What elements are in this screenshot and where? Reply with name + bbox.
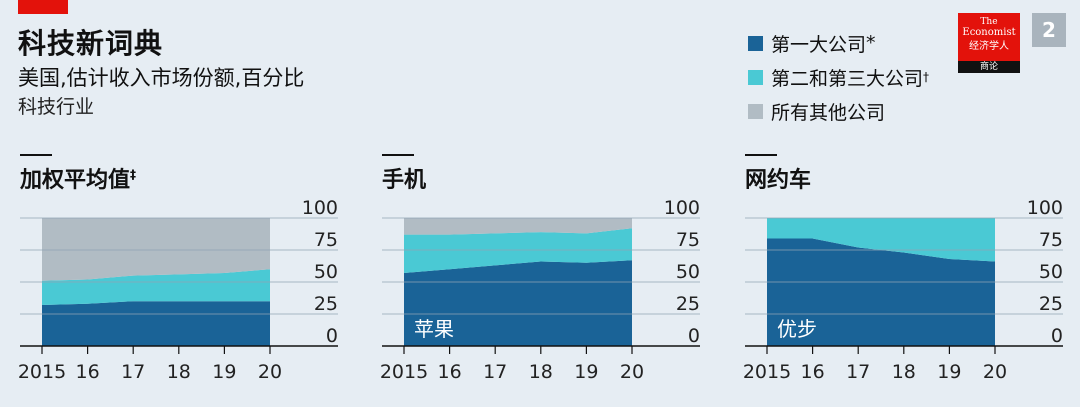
legend-item-second-third-firms: 第二和第三大公司 † xyxy=(748,60,929,94)
legend-label: 第一大公司 xyxy=(771,33,867,56)
area-second-third-firms xyxy=(404,228,632,274)
area-top-firm xyxy=(767,238,995,346)
chart-subtitle-sector: 科技行业 xyxy=(18,96,95,118)
panel-rule xyxy=(20,154,52,156)
y-tick-label: 50 xyxy=(314,261,338,283)
logo-line: 商论 xyxy=(958,61,1020,73)
panel-title-text: 手机 xyxy=(382,168,427,193)
y-tick-label: 75 xyxy=(1039,229,1063,251)
chart-weighted-average: 100 75 50 25 0 2015 16 17 18 19 20 xyxy=(18,197,338,383)
legend: 第一大公司 * 第二和第三大公司 † 所有其他公司 xyxy=(748,26,929,128)
legend-item-others: 所有其他公司 xyxy=(748,94,929,128)
x-tick-label: 2015 xyxy=(380,361,428,383)
brand-red-tab xyxy=(18,0,68,14)
economist-logo: The Economist 经济学人 商论 xyxy=(958,13,1020,73)
x-tick-label: 2015 xyxy=(18,361,66,383)
x-tick-label: 16 xyxy=(76,361,100,383)
legend-mark: † xyxy=(923,70,930,84)
x-tick-label: 20 xyxy=(258,361,282,383)
y-tick-label: 50 xyxy=(676,261,700,283)
panel-rule xyxy=(382,154,414,156)
logo-line: Economist xyxy=(962,27,1016,38)
x-tick-label: 20 xyxy=(620,361,644,383)
x-tick-label: 17 xyxy=(483,361,507,383)
panel-title-mark: ‡ xyxy=(130,167,137,182)
x-tick-label: 2015 xyxy=(743,361,791,383)
area-other-firms xyxy=(404,218,632,235)
x-tick-label: 18 xyxy=(529,361,553,383)
area-second-third-firms xyxy=(767,218,995,262)
x-tick-label: 20 xyxy=(983,361,1007,383)
logo-line: 经济学人 xyxy=(969,41,1009,52)
panel-title-text: 加权平均值 xyxy=(20,168,131,193)
chart-title: 科技新词典 xyxy=(18,27,164,60)
x-tick-label: 18 xyxy=(892,361,916,383)
y-tick-label: 75 xyxy=(676,229,700,251)
x-tick-label: 17 xyxy=(121,361,145,383)
legend-swatch xyxy=(748,69,763,85)
y-tick-label: 0 xyxy=(688,325,700,347)
panel-title: 加权平均值‡ xyxy=(20,162,136,194)
chart-smartphones: 100 75 50 25 0 2015 16 17 18 19 20 苹果 xyxy=(380,197,700,383)
x-tick-label: 19 xyxy=(574,361,598,383)
series-annotation: 优步 xyxy=(777,317,817,341)
legend-item-top-firm: 第一大公司 * xyxy=(748,26,929,60)
y-tick-label: 25 xyxy=(314,293,338,315)
legend-swatch xyxy=(748,35,763,51)
area-second-third-firms xyxy=(42,269,270,306)
area-top-firm xyxy=(42,301,270,346)
legend-swatch xyxy=(748,103,763,119)
legend-mark: * xyxy=(866,32,876,54)
x-tick-label: 16 xyxy=(438,361,462,383)
y-tick-label: 50 xyxy=(1039,261,1063,283)
panel-title: 网约车 xyxy=(745,162,811,194)
x-tick-label: 17 xyxy=(846,361,870,383)
x-tick-label: 16 xyxy=(801,361,825,383)
y-tick-label: 0 xyxy=(1051,325,1063,347)
y-tick-label: 25 xyxy=(676,293,700,315)
x-tick-label: 18 xyxy=(167,361,191,383)
chart-subtitle: 美国,估计收入市场份额,百分比 xyxy=(18,66,305,90)
y-tick-label: 75 xyxy=(314,229,338,251)
y-tick-label: 0 xyxy=(326,325,338,347)
y-tick-label: 25 xyxy=(1039,293,1063,315)
logo-line: The xyxy=(980,17,998,27)
chart-ride-hailing: 100 75 50 25 0 2015 16 17 18 19 20 优步 xyxy=(743,197,1063,383)
y-tick-label: 100 xyxy=(664,197,700,219)
panel-title-text: 网约车 xyxy=(745,168,812,193)
legend-label: 第二和第三大公司 xyxy=(771,67,924,90)
panel-rule xyxy=(745,154,777,156)
page-number-badge: 2 xyxy=(1032,13,1066,47)
panel-title: 手机 xyxy=(382,162,426,194)
series-annotation: 苹果 xyxy=(414,317,454,341)
legend-label: 所有其他公司 xyxy=(771,101,886,124)
area-other-firms xyxy=(42,218,270,281)
y-tick-label: 100 xyxy=(1027,197,1063,219)
x-tick-label: 19 xyxy=(937,361,961,383)
y-tick-label: 100 xyxy=(302,197,338,219)
x-tick-label: 19 xyxy=(212,361,236,383)
